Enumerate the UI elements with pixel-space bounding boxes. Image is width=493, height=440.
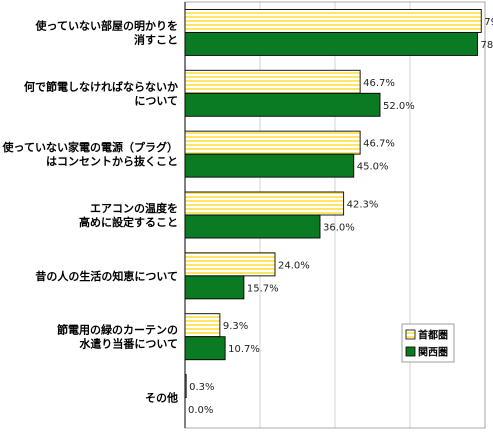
category-label: 節電用の緑のカーテンの	[57, 323, 178, 337]
bar-series-1	[185, 9, 481, 32]
category-label: 使っていない家電の電源（プラグ）	[2, 140, 178, 154]
bar-series-2	[185, 154, 354, 177]
bar-series-1	[185, 70, 360, 93]
value-label: 52.0%	[383, 101, 415, 112]
value-label: 42.3%	[347, 200, 379, 211]
value-label: 15.7%	[247, 283, 279, 294]
category-label: その他	[145, 391, 178, 405]
category-label: 水遣り当番について	[79, 337, 178, 351]
value-label: 78.0%	[481, 40, 493, 51]
value-label: 10.7%	[228, 344, 260, 355]
category-labels: 使っていない部屋の明かりを消すこと何で節電しなければならないかについて使っていな…	[2, 18, 178, 404]
value-label: 46.7%	[363, 78, 395, 89]
value-label: 0.0%	[188, 405, 213, 416]
category-label: 昔の人の生活の知恵について	[35, 269, 178, 283]
value-label: 9.3%	[223, 321, 248, 332]
category-label: 消すこと	[134, 32, 178, 46]
legend-swatch-series-1	[406, 330, 415, 339]
value-label: 79.0%	[484, 17, 493, 28]
bar-series-2	[185, 215, 320, 238]
legend: 首都圏 関西圏	[402, 324, 454, 362]
value-label: 45.0%	[357, 162, 389, 173]
category-label: について	[134, 94, 178, 107]
category-label: 高めに設定すること	[79, 215, 178, 229]
bar-series-1	[185, 131, 360, 154]
legend-swatch-series-2	[406, 347, 415, 356]
bar-series-2	[185, 93, 380, 116]
category-label: エアコンの温度を	[90, 201, 178, 215]
bar-series-1	[185, 253, 275, 276]
value-label: 0.3%	[189, 382, 214, 393]
bar-series-2	[185, 337, 225, 360]
legend-label-series-1: 首都圏	[418, 329, 448, 342]
category-label: はコンセントから抜くこと	[46, 154, 178, 168]
category-label: 何で節電しなければならないか	[24, 79, 178, 93]
category-label: 使っていない部屋の明かりを	[35, 18, 178, 32]
bar-series-2	[185, 32, 478, 55]
bar-series-2	[185, 276, 244, 299]
value-label: 24.0%	[278, 260, 310, 271]
value-label: 46.7%	[363, 139, 395, 150]
bar-series-1	[185, 314, 220, 337]
value-label: 36.0%	[323, 223, 355, 234]
bar-series-1	[185, 192, 344, 215]
bar-series-1	[185, 375, 186, 398]
legend-label-series-2: 関西圏	[418, 347, 448, 359]
